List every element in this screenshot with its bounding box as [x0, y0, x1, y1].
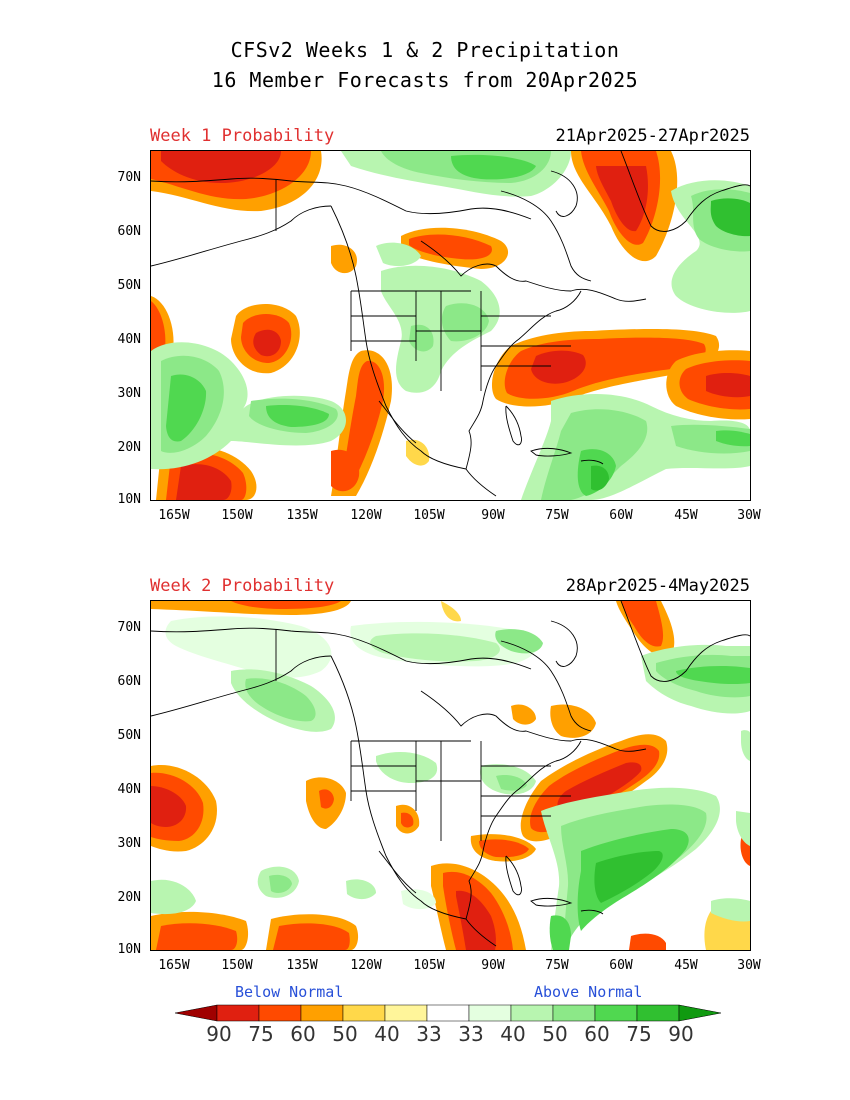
figure-title-line2: 16 Member Forecasts from 20Apr2025 [211, 68, 639, 92]
colorbar-swatch [510, 1004, 554, 1022]
colorbar-swatch [342, 1004, 386, 1022]
lat-tick-30n: 30N [117, 386, 141, 401]
week1-date-range: 21Apr2025-27Apr2025 [555, 126, 750, 146]
lat-tick-20n: 20N [117, 890, 141, 905]
lat-tick-10n: 10N [117, 492, 141, 507]
lon-tick-150w: 150W [221, 508, 253, 523]
lat-tick-60n: 60N [117, 674, 141, 689]
coastlines [151, 601, 750, 947]
lon-tick-105w: 105W [413, 958, 445, 973]
lat-tick-50n: 50N [117, 278, 141, 293]
cb-label-below-90: 90 [206, 1022, 232, 1046]
lon-tick-105w: 105W [413, 508, 445, 523]
lon-tick-165w: 165W [158, 958, 190, 973]
lon-tick-30w: 30W [737, 958, 761, 973]
colorbar-end-below [175, 1004, 218, 1022]
colorbar-swatch [552, 1004, 596, 1022]
lon-tick-135w: 135W [286, 958, 318, 973]
lon-tick-45w: 45W [674, 508, 698, 523]
below-normal-regions [151, 151, 750, 500]
lat-tick-50n: 50N [117, 728, 141, 743]
lon-tick-75w: 75W [545, 958, 569, 973]
lon-tick-120w: 120W [350, 958, 382, 973]
week1-probability-label: Week 1 Probability [150, 126, 335, 146]
lon-tick-90w: 90W [481, 508, 505, 523]
colorbar-swatch [384, 1004, 428, 1022]
week1-probability-map [150, 150, 751, 501]
lat-tick-70n: 70N [117, 170, 141, 185]
cb-label-above-60: 60 [584, 1022, 610, 1046]
colorbar-swatch [636, 1004, 680, 1022]
lon-tick-165w: 165W [158, 508, 190, 523]
colorbar-swatch [426, 1004, 470, 1022]
below-normal-label: Below Normal [235, 983, 344, 1001]
lon-tick-75w: 75W [545, 508, 569, 523]
cb-label-below-75: 75 [248, 1022, 274, 1046]
lon-tick-60w: 60W [609, 508, 633, 523]
colorbar-swatch [216, 1004, 260, 1022]
lat-tick-60n: 60N [117, 224, 141, 239]
probability-colorbar [175, 1004, 722, 1022]
colorbar-swatch [300, 1004, 344, 1022]
colorbar-swatch [594, 1004, 638, 1022]
cb-label-above-40: 40 [500, 1022, 526, 1046]
lat-tick-40n: 40N [117, 332, 141, 347]
week2-probability-label: Week 2 Probability [150, 576, 335, 596]
lon-tick-120w: 120W [350, 508, 382, 523]
lat-tick-70n: 70N [117, 620, 141, 635]
colorbar-swatch [468, 1004, 512, 1022]
colorbar-swatch [258, 1004, 302, 1022]
lon-tick-30w: 30W [737, 508, 761, 523]
above-normal-regions [151, 616, 750, 950]
cb-label-below-60: 60 [290, 1022, 316, 1046]
lat-tick-10n: 10N [117, 942, 141, 957]
lon-tick-60w: 60W [609, 958, 633, 973]
lat-tick-30n: 30N [117, 836, 141, 851]
lon-tick-45w: 45W [674, 958, 698, 973]
figure-title-line1: CFSv2 Weeks 1 & 2 Precipitation [230, 38, 620, 62]
colorbar-end-above [678, 1004, 722, 1022]
coastlines [151, 151, 750, 497]
lon-tick-135w: 135W [286, 508, 318, 523]
week2-probability-map [150, 600, 751, 951]
cb-label-below-50: 50 [332, 1022, 358, 1046]
cb-label-below-40: 40 [374, 1022, 400, 1046]
cb-label-above-90: 90 [668, 1022, 694, 1046]
lat-tick-40n: 40N [117, 782, 141, 797]
lon-tick-90w: 90W [481, 958, 505, 973]
lon-tick-150w: 150W [221, 958, 253, 973]
cb-label-above-33: 33 [458, 1022, 484, 1046]
lat-tick-20n: 20N [117, 440, 141, 455]
cb-label-above-75: 75 [626, 1022, 652, 1046]
above-normal-label: Above Normal [534, 983, 643, 1001]
week2-date-range: 28Apr2025-4May2025 [565, 576, 750, 596]
above-normal-regions [151, 151, 750, 500]
cb-label-below-33: 33 [416, 1022, 442, 1046]
cb-label-above-50: 50 [542, 1022, 568, 1046]
